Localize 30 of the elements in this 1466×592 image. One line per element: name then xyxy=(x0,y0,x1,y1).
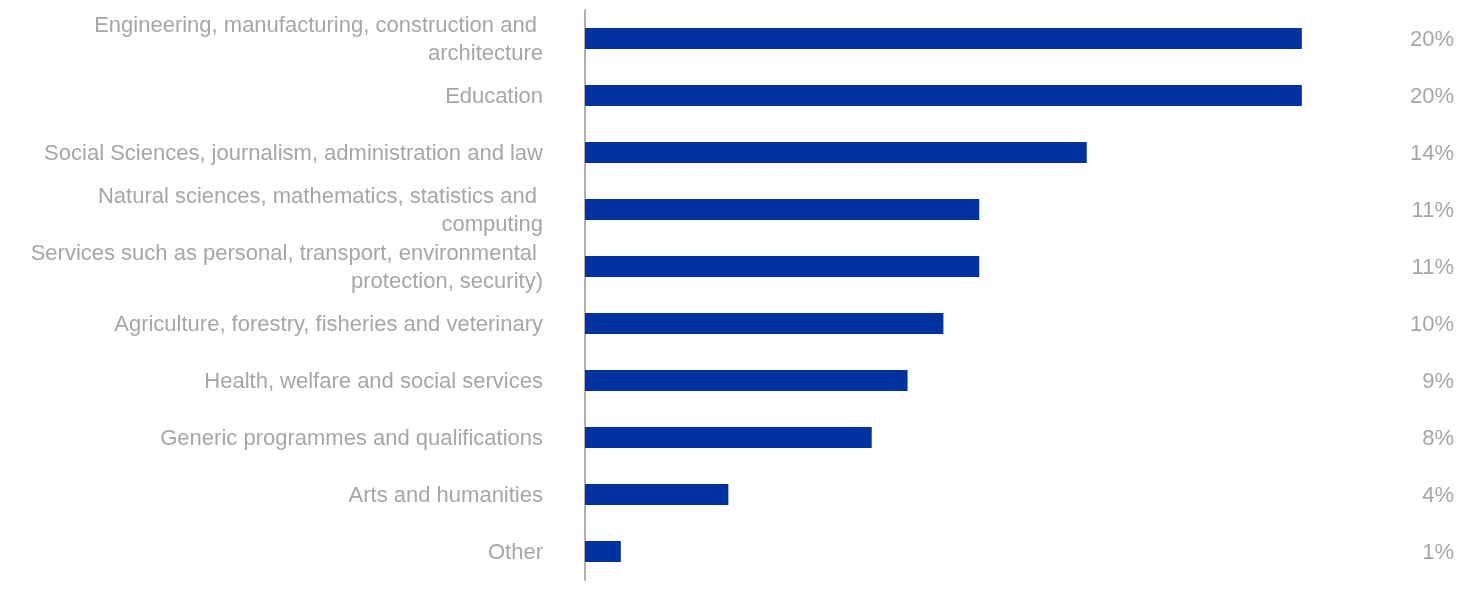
data-label: 14% xyxy=(1409,140,1454,165)
bar xyxy=(585,426,872,449)
bar xyxy=(585,27,1302,50)
data-label: 8% xyxy=(1422,425,1454,450)
bar xyxy=(585,141,1087,164)
bar xyxy=(585,84,1302,107)
data-label: 10% xyxy=(1409,311,1454,336)
y-tick-label: Health, welfare and social services xyxy=(204,368,543,393)
data-label: 9% xyxy=(1422,368,1454,393)
data-label: 11% xyxy=(1411,197,1454,222)
y-tick-label: Education xyxy=(445,83,543,108)
data-label: 20% xyxy=(1409,26,1454,51)
bar xyxy=(585,198,980,221)
bar xyxy=(585,255,980,278)
data-label: 20% xyxy=(1409,83,1454,108)
y-tick-label: Services such as personal, transport, environmental protection, security) xyxy=(30,240,543,293)
bar xyxy=(585,483,729,506)
data-label: 4% xyxy=(1422,482,1454,507)
y-tick-label: Agriculture, forestry, fisheries and veterinary xyxy=(114,311,543,336)
y-tick-label: Other xyxy=(487,539,543,564)
bar xyxy=(585,312,944,335)
y-tick-label: Arts and humanities xyxy=(348,482,543,507)
y-tick-label: Engineering, manufacturing, construction and architecture xyxy=(94,12,543,65)
data-label: 1% xyxy=(1422,539,1454,564)
bar xyxy=(585,369,908,392)
y-tick-label: Social Sciences, journalism, administration and law xyxy=(44,140,544,165)
bar xyxy=(585,540,621,563)
y-tick-label: Natural sciences, mathematics, statistics and computing xyxy=(97,183,543,236)
data-label: 11% xyxy=(1411,254,1454,279)
y-tick-label: Generic programmes and qualifications xyxy=(160,425,543,450)
